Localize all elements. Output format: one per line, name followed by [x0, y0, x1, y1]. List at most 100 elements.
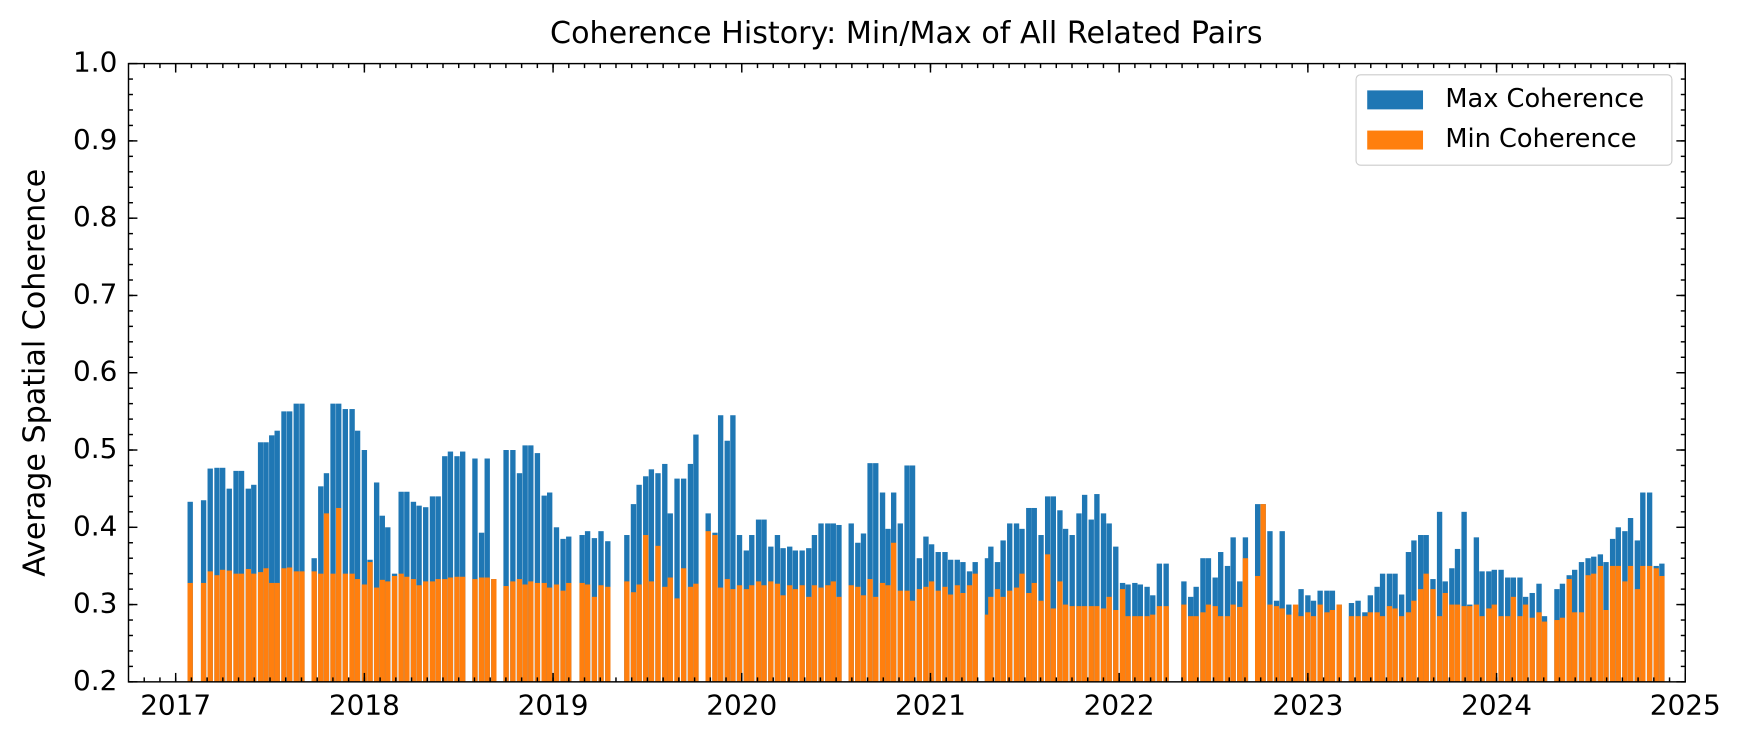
bar [1260, 504, 1266, 682]
y-tick-label: 0.9 [73, 123, 117, 156]
x-tick-label: 2019 [518, 688, 589, 721]
bar [1019, 573, 1025, 682]
bar [712, 535, 718, 682]
bar [1026, 592, 1032, 682]
bar [1113, 609, 1119, 682]
bar [447, 451, 454, 682]
bar [680, 568, 687, 682]
bar [799, 585, 805, 682]
bar [768, 581, 774, 682]
bar [867, 463, 873, 682]
bar [416, 585, 422, 682]
bar [503, 450, 509, 682]
bar [478, 577, 485, 682]
bar [274, 430, 280, 682]
bar [460, 576, 466, 682]
bar [1591, 573, 1597, 682]
bar [454, 456, 460, 682]
bar [522, 584, 528, 682]
bar [1000, 596, 1006, 682]
bar [743, 589, 749, 682]
bar [293, 403, 299, 682]
bar [972, 573, 978, 682]
bar [1273, 606, 1280, 682]
bar [484, 577, 490, 682]
bar [1031, 582, 1037, 682]
y-tick-label: 0.2 [73, 664, 117, 697]
bar [730, 589, 736, 682]
bar [1298, 616, 1304, 682]
legend-label: Max Coherence [1445, 84, 1644, 114]
bar [330, 403, 336, 682]
bar [960, 592, 966, 682]
bar [410, 579, 417, 682]
bar [442, 456, 448, 682]
bar [787, 585, 793, 682]
bar [1324, 612, 1330, 682]
bar [491, 579, 497, 682]
bar [263, 568, 269, 682]
bar [510, 581, 516, 682]
chart-title: Coherence History: Min/Max of All Relate… [550, 16, 1263, 51]
bar [1461, 511, 1467, 682]
bar [818, 587, 824, 682]
legend-box [1355, 74, 1673, 166]
bar [855, 586, 861, 682]
y-tick-label: 0.5 [73, 432, 117, 465]
bar [792, 589, 799, 682]
bar [1461, 606, 1467, 682]
bar [662, 463, 668, 682]
bar [624, 581, 630, 682]
bar [349, 409, 355, 682]
bar [1536, 612, 1542, 682]
bar [1094, 606, 1100, 682]
bar [630, 592, 637, 682]
bar [848, 585, 854, 682]
bar [730, 415, 736, 682]
bar [534, 453, 541, 682]
bar [1627, 565, 1634, 682]
bar [1491, 604, 1497, 682]
bar [1237, 606, 1243, 682]
bar [755, 581, 762, 682]
bar [398, 573, 404, 682]
bar [830, 581, 836, 682]
bar [447, 577, 454, 682]
bar [890, 542, 897, 682]
bar [1374, 612, 1380, 682]
bar [774, 583, 781, 682]
bar [1348, 616, 1355, 682]
bar [1430, 589, 1436, 682]
bar [311, 571, 317, 682]
bar [1069, 606, 1075, 682]
bar [269, 435, 275, 682]
bar [1572, 612, 1578, 682]
bar [1188, 616, 1194, 682]
bar [836, 596, 842, 682]
bar [674, 478, 680, 682]
bar [1578, 612, 1585, 682]
bar [281, 411, 287, 682]
bar [1144, 616, 1150, 682]
bar [460, 451, 466, 682]
bar [1659, 575, 1665, 682]
bar [736, 585, 743, 682]
bar [1559, 617, 1566, 682]
bar [391, 575, 398, 682]
bar [1100, 513, 1107, 682]
y-tick-label: 0.4 [73, 509, 117, 542]
bar [1100, 608, 1107, 682]
bar [1013, 587, 1020, 682]
bar [318, 573, 324, 682]
bar [257, 572, 264, 682]
y-tick-label: 0.7 [73, 277, 117, 310]
bar [1254, 575, 1261, 682]
bar [385, 581, 391, 682]
bar [1050, 608, 1056, 682]
legend-swatch [1367, 90, 1424, 110]
bar [207, 571, 213, 682]
bar [1224, 616, 1231, 682]
bar [1405, 612, 1412, 682]
bar [1411, 600, 1417, 682]
bar [1279, 608, 1285, 682]
